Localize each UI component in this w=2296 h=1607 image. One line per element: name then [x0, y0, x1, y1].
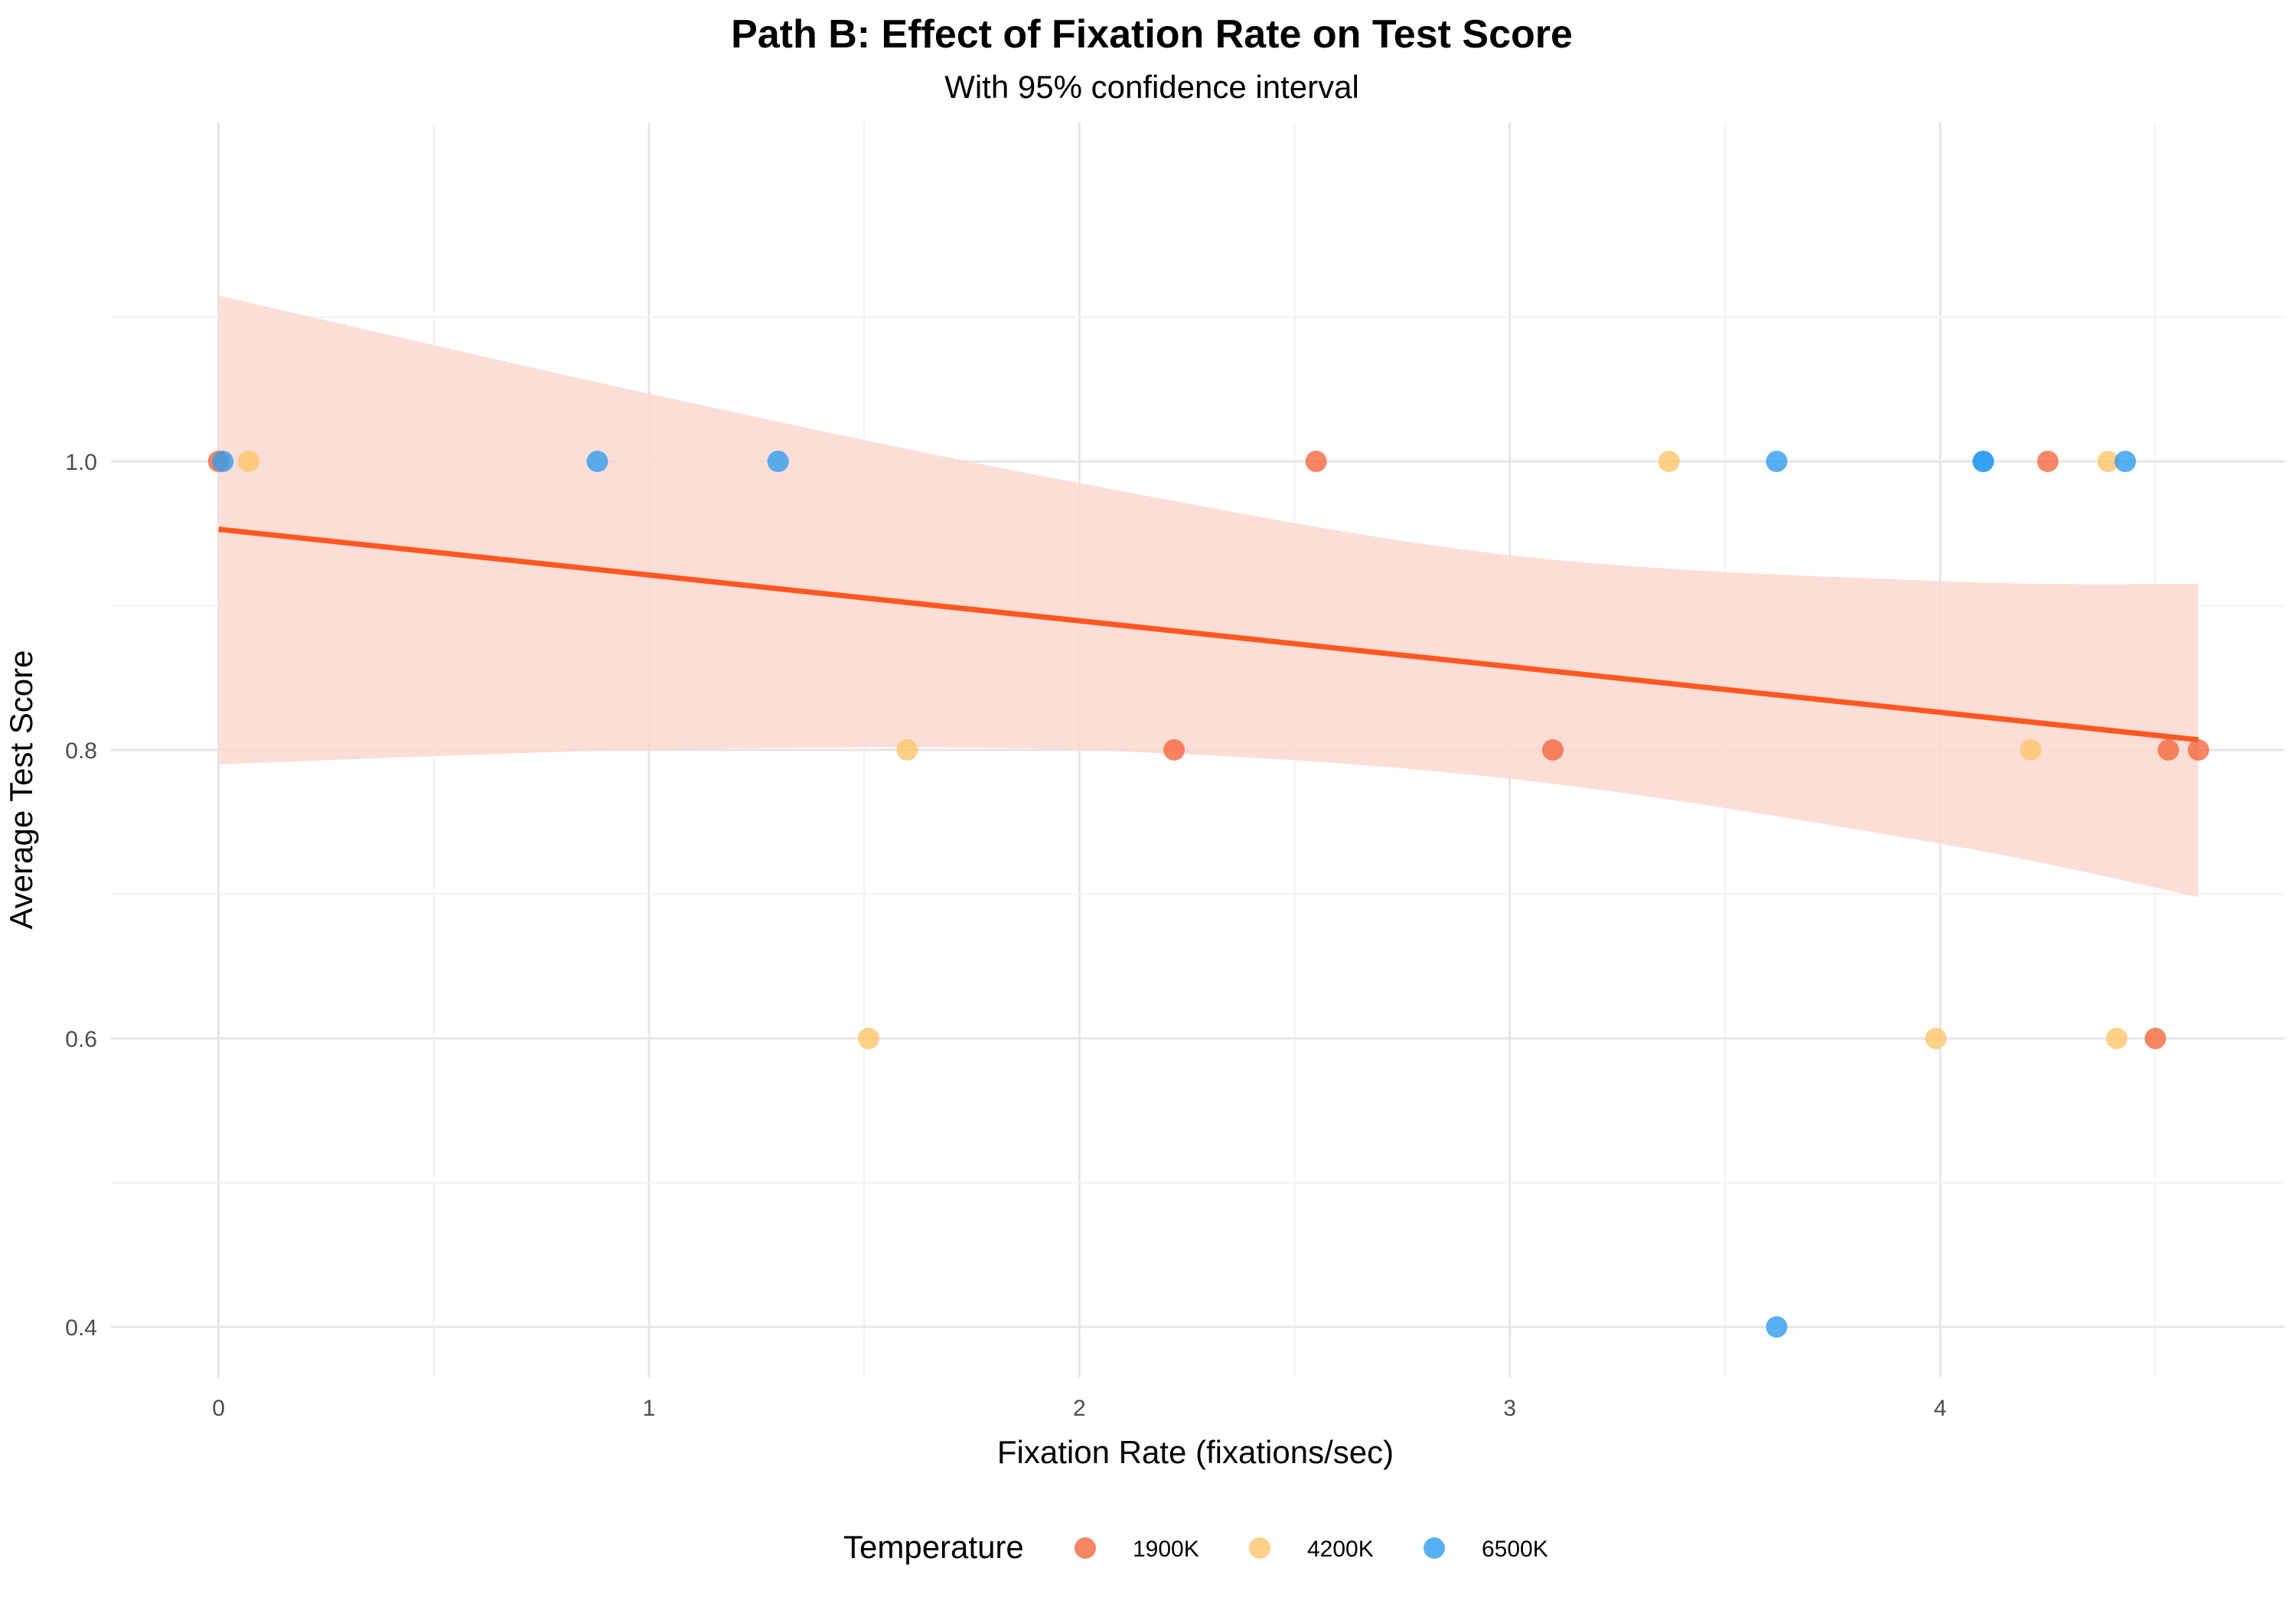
regression-line	[218, 526, 2199, 743]
legend-label-6500K: 6500K	[1482, 1537, 1548, 1562]
data-point-1900K	[2187, 739, 2210, 761]
legend-items: 1900K 4200K 6500K	[1075, 1537, 1548, 1562]
x-tick-label: 2	[1073, 1396, 1086, 1421]
legend: Temperature 1900K 4200K 6500K	[843, 1529, 1548, 1565]
data-point-4200K	[1925, 1028, 1947, 1050]
chart-title: Path B: Effect of Fixation Rate on Test …	[731, 12, 1573, 57]
data-point-6500K	[767, 450, 789, 472]
data-point-1900K	[2037, 450, 2059, 472]
data-point-6500K	[1766, 450, 1788, 472]
legend-label-1900K: 1900K	[1133, 1537, 1199, 1562]
x-axis-title: Fixation Rate (fixations/sec)	[997, 1434, 1394, 1470]
data-point-1900K	[1163, 739, 1186, 761]
confidence-band	[218, 295, 2199, 898]
data-point-6500K	[2114, 450, 2136, 472]
data-point-4200K	[857, 1028, 879, 1050]
legend-key-6500K	[1424, 1537, 1445, 1559]
confidence-band-layer	[218, 295, 2199, 898]
legend-key-4200K	[1249, 1537, 1270, 1559]
data-point-1900K	[1305, 450, 1327, 472]
data-point-4200K	[2020, 739, 2042, 761]
data-point-4200K	[2097, 450, 2119, 472]
legend-label-4200K: 4200K	[1307, 1537, 1374, 1562]
x-tick-label: 4	[1934, 1396, 1947, 1421]
legend-title: Temperature	[843, 1529, 1024, 1565]
y-axis-title: Average Test Score	[3, 650, 39, 930]
data-point-6500K	[586, 450, 608, 472]
data-point-4200K	[2105, 1028, 2128, 1050]
data-point-4200K	[896, 739, 918, 761]
data-point-6500K	[1766, 1316, 1788, 1338]
data-point-4200K	[1658, 450, 1680, 472]
legend-key-1900K	[1075, 1537, 1096, 1559]
chart-subtitle: With 95% confidence interval	[944, 69, 1359, 105]
points-layer	[207, 450, 2210, 1338]
y-tick-label: 0.4	[65, 1315, 97, 1341]
x-tick-label: 0	[212, 1396, 225, 1421]
x-tick-labels: 0 1 2 3 4	[212, 1396, 1946, 1421]
data-point-1900K	[2157, 739, 2180, 761]
y-tick-label: 1.0	[65, 450, 97, 475]
x-tick-label: 1	[643, 1396, 656, 1421]
data-point-6500K	[1972, 450, 1994, 472]
data-point-1900K	[2144, 1028, 2167, 1050]
y-tick-label: 0.8	[65, 738, 97, 764]
fit-line-layer	[218, 526, 2199, 743]
y-tick-label: 0.6	[65, 1027, 97, 1052]
data-point-4200K	[237, 450, 259, 472]
data-point-6500K	[212, 450, 234, 472]
data-point-1900K	[1541, 739, 1564, 761]
x-tick-label: 3	[1503, 1396, 1516, 1421]
y-tick-labels: 0.4 0.6 0.8 1.0	[65, 450, 97, 1341]
